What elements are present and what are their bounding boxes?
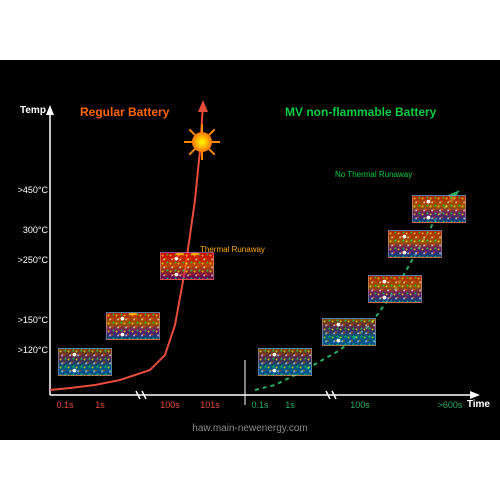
title-mv: MV non-flammable Battery <box>285 105 436 119</box>
x-tick-l-1: 1s <box>95 400 105 410</box>
cell-right-0 <box>258 348 312 376</box>
flame-icon <box>191 252 199 255</box>
annotation-no-thermal-runaway: No Thermal Runaway <box>335 170 412 179</box>
x-tick-l-0: 0.1s <box>56 400 73 410</box>
x-tick-r-1: 1s <box>285 400 295 410</box>
cell-right-2 <box>368 275 422 303</box>
y-tick-150: >150°C <box>18 315 48 325</box>
y-tick-250: >250°C <box>18 255 48 265</box>
battery-comparison-chart: Temp Time >120°C >150°C >250°C 300°C >45… <box>0 60 500 440</box>
x-tick-l-3: 101s <box>200 400 220 410</box>
flame-icon <box>176 252 184 255</box>
y-axis-label: Temp <box>20 105 46 116</box>
explosion-icon <box>182 122 222 162</box>
y-tick-300: 300°C <box>23 225 48 235</box>
cell-left-0 <box>58 348 112 376</box>
cell-left-2 <box>160 252 214 280</box>
cell-right-1 <box>322 318 376 346</box>
title-regular: Regular Battery <box>80 105 169 119</box>
x-axis-label: Time <box>467 399 490 410</box>
x-tick-r-2: 100s <box>350 400 370 410</box>
cell-right-3 <box>388 230 442 258</box>
y-tick-120: >120°C <box>18 345 48 355</box>
footer-watermark: haw.main-newenergy.com <box>192 423 307 434</box>
y-tick-450: >450°C <box>18 185 48 195</box>
x-tick-r-3: >600s <box>438 400 463 410</box>
cell-right-4 <box>412 195 466 223</box>
cell-left-1 <box>106 312 160 340</box>
x-tick-l-2: 100s <box>160 400 180 410</box>
flame-icon <box>129 312 137 315</box>
x-tick-r-0: 0.1s <box>251 400 268 410</box>
